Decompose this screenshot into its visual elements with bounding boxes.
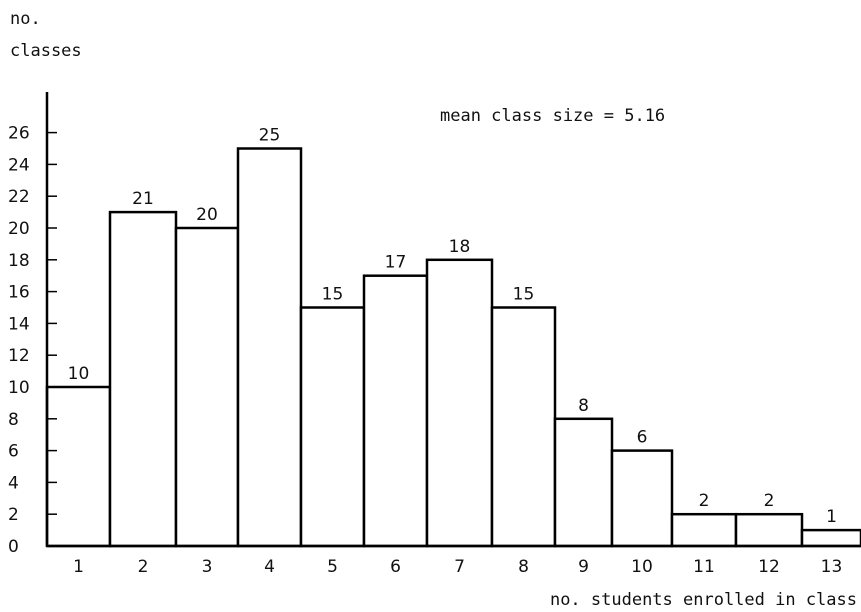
y-tick-label-2: 2 xyxy=(8,505,19,525)
bar-9 xyxy=(555,419,612,546)
value-label-5: 15 xyxy=(322,285,344,305)
x-tick-label-3: 3 xyxy=(202,557,213,577)
value-label-6: 17 xyxy=(385,253,407,273)
value-label-12: 2 xyxy=(764,491,775,511)
y-tick-label-8: 8 xyxy=(8,410,19,430)
value-label-10: 6 xyxy=(637,428,648,448)
y-tick-label-16: 16 xyxy=(8,283,30,303)
value-label-3: 20 xyxy=(196,205,218,225)
value-label-11: 2 xyxy=(699,491,710,511)
x-tick-label-2: 2 xyxy=(138,557,149,577)
bar-10 xyxy=(612,451,672,546)
bar-1 xyxy=(47,387,110,546)
bar-7 xyxy=(427,260,492,546)
y-tick-label-20: 20 xyxy=(8,219,30,239)
x-tick-label-6: 6 xyxy=(390,557,401,577)
y-axis-label-line1: no. xyxy=(10,9,41,29)
bar-2 xyxy=(110,212,176,546)
y-tick-label-14: 14 xyxy=(8,314,30,334)
y-tick-label-22: 22 xyxy=(8,187,30,207)
x-tick-label-1: 1 xyxy=(73,557,84,577)
value-label-13: 1 xyxy=(826,507,837,527)
y-tick-label-18: 18 xyxy=(8,251,30,271)
x-tick-label-4: 4 xyxy=(264,557,275,577)
value-label-1: 10 xyxy=(68,364,90,384)
mean-annotation: mean class size = 5.16 xyxy=(440,106,665,126)
value-label-2: 21 xyxy=(132,189,154,209)
x-ticks-group: 1 2 3 4 5 6 7 8 9 10 11 12 13 xyxy=(73,557,842,577)
x-tick-label-10: 10 xyxy=(631,557,653,577)
x-tick-label-11: 11 xyxy=(693,557,715,577)
x-tick-label-9: 9 xyxy=(578,557,589,577)
x-tick-label-7: 7 xyxy=(454,557,465,577)
y-tick-label-6: 6 xyxy=(8,442,19,462)
bar-5 xyxy=(301,308,364,547)
value-label-7: 18 xyxy=(449,237,471,257)
bar-11 xyxy=(672,514,736,546)
bar-6 xyxy=(364,276,427,546)
bar-3 xyxy=(176,228,238,546)
y-axis-label-line2: classes xyxy=(10,41,82,61)
x-axis-label: no. students enrolled in class xyxy=(550,590,857,610)
x-tick-label-8: 8 xyxy=(518,557,529,577)
bar-13 xyxy=(802,530,861,546)
x-tick-label-5: 5 xyxy=(327,557,338,577)
bar-4 xyxy=(238,149,301,547)
y-tick-label-24: 24 xyxy=(8,155,30,175)
value-label-4: 25 xyxy=(259,126,281,146)
value-label-9: 8 xyxy=(578,396,589,416)
y-tick-label-0: 0 xyxy=(8,537,19,557)
value-label-8: 15 xyxy=(513,285,535,305)
x-tick-label-12: 12 xyxy=(758,557,780,577)
bar-8 xyxy=(492,308,555,547)
bars-group xyxy=(47,149,861,547)
y-tick-label-26: 26 xyxy=(8,124,30,144)
y-tick-label-10: 10 xyxy=(8,378,30,398)
bar-12 xyxy=(736,514,802,546)
y-tick-label-12: 12 xyxy=(8,346,30,366)
y-tick-label-4: 4 xyxy=(8,473,19,493)
x-tick-label-13: 13 xyxy=(821,557,843,577)
